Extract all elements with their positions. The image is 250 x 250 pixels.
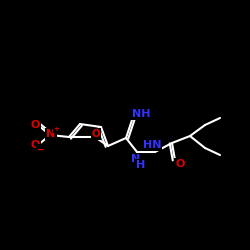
Text: N: N xyxy=(132,154,140,164)
Text: O: O xyxy=(30,120,40,130)
Text: O: O xyxy=(175,159,185,169)
Text: O: O xyxy=(30,140,40,150)
Text: NH: NH xyxy=(132,109,150,119)
Text: N: N xyxy=(46,129,56,139)
Text: H: H xyxy=(136,160,145,170)
Text: O: O xyxy=(92,129,100,139)
Text: HN: HN xyxy=(143,140,161,150)
Text: −: − xyxy=(37,145,45,155)
Text: +: + xyxy=(53,126,59,132)
